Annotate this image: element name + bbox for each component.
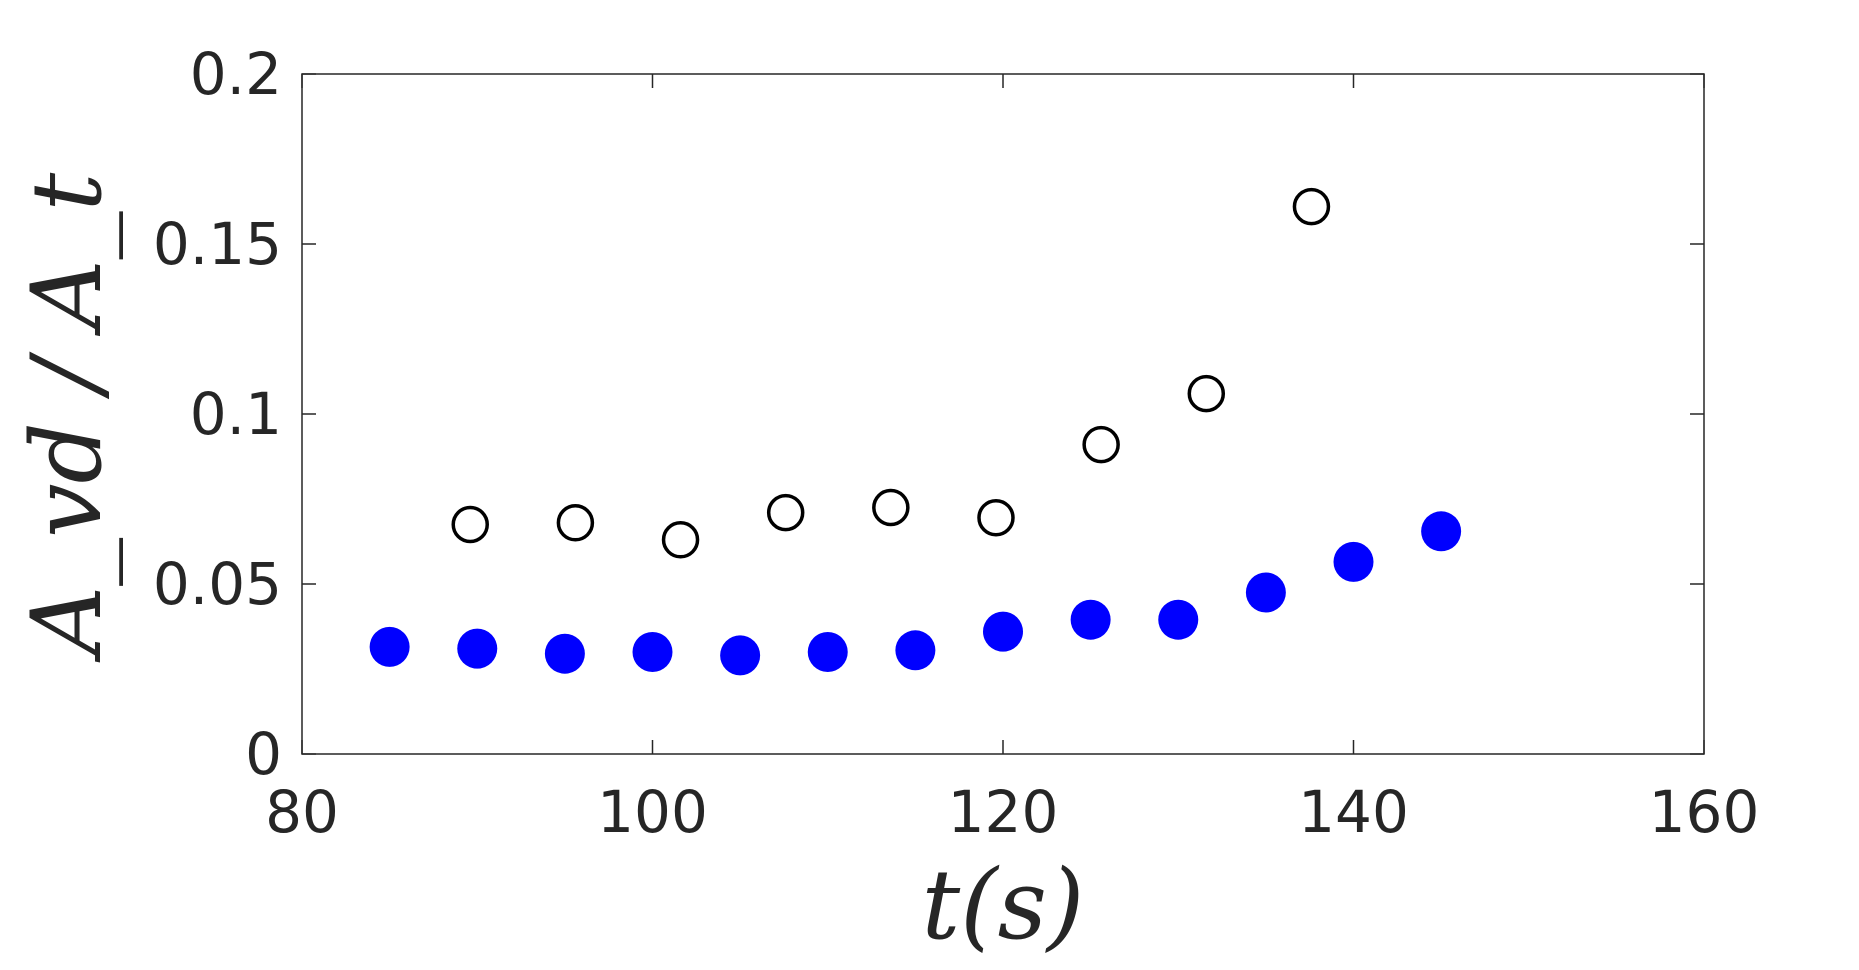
filled-point — [895, 630, 936, 671]
open-point — [766, 493, 805, 532]
y-tick-label: 0.2 — [190, 40, 282, 108]
filled-point — [632, 632, 673, 672]
open-point — [977, 498, 1015, 537]
x-tick-label: 160 — [1649, 778, 1760, 846]
filled-point — [544, 633, 585, 674]
axis-ticks — [301, 73, 1705, 755]
filled-point — [807, 632, 848, 672]
y-tick-label: 0.15 — [153, 210, 282, 278]
open-point — [1082, 425, 1120, 464]
open-point — [661, 521, 700, 559]
y-tick-label: 0.05 — [153, 550, 282, 618]
open-point — [1187, 374, 1226, 413]
filled-point — [1333, 541, 1374, 582]
x-tick-label: 120 — [948, 778, 1059, 846]
filled-point — [1245, 572, 1286, 613]
filled-point — [983, 611, 1023, 652]
x-axis-title: t(s) — [922, 849, 1085, 961]
open-point — [451, 505, 489, 544]
x-tick-label: 140 — [1298, 778, 1409, 846]
x-tick-label: 80 — [265, 778, 339, 846]
filled-point — [720, 635, 761, 676]
y-axis-title: A_vd / A_t — [11, 172, 123, 663]
x-tick-label: 100 — [597, 778, 708, 846]
y-tick-label: 0 — [245, 720, 282, 788]
open-point — [1292, 187, 1331, 226]
filled-point — [457, 628, 498, 669]
filled-point — [1158, 599, 1199, 640]
filled-point — [369, 626, 410, 667]
filled-point — [1070, 599, 1111, 640]
open-point — [556, 504, 595, 542]
x-tick-labels: 80 100 120 140 160 — [265, 778, 1759, 846]
series-1 — [451, 187, 1331, 559]
plot-area — [301, 73, 1705, 755]
open-point — [872, 488, 910, 527]
y-tick-label: 0.1 — [190, 380, 282, 448]
y-tick-labels: 0 0.05 0.1 0.15 0.2 — [153, 40, 282, 788]
data-points — [369, 187, 1462, 676]
series-2 — [369, 511, 1462, 676]
filled-point — [1421, 511, 1462, 552]
